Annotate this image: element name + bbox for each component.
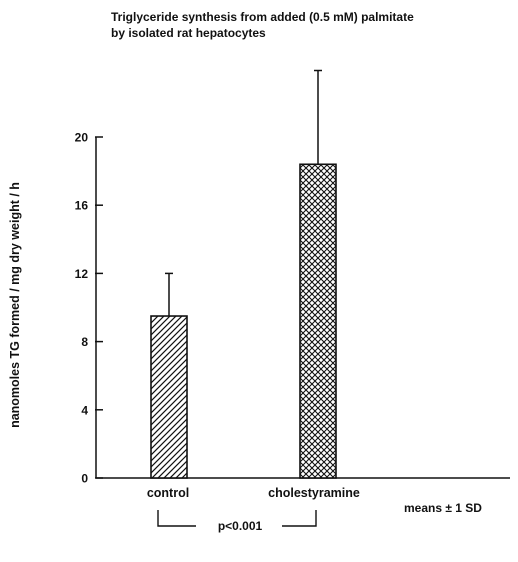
plot-area: 0 4 8 12 16 20	[75, 69, 510, 486]
category-label-cholestyramine: cholestyramine	[268, 486, 360, 500]
y-tick-label: 0	[81, 472, 88, 486]
y-axis-title: nanomoles TG formed / mg dry weight / h	[8, 182, 22, 428]
chart-title-line-2: by isolated rat hepatocytes	[111, 26, 266, 40]
bar-cholestyramine	[299, 163, 337, 479]
significance-label: p<0.001	[218, 519, 263, 533]
y-tick-label: 20	[75, 131, 89, 145]
significance-bracket	[157, 510, 317, 527]
category-label-control: control	[147, 486, 189, 500]
error-bar-note: means ± 1 SD	[404, 501, 482, 515]
y-tick-label: 8	[81, 335, 88, 349]
y-tick-label: 16	[75, 199, 89, 213]
chart-title-line-1: Triglyceride synthesis from added (0.5 m…	[111, 10, 414, 24]
y-tick-label: 12	[75, 267, 89, 281]
y-tick-label: 4	[81, 403, 88, 417]
bar-control	[150, 315, 188, 479]
